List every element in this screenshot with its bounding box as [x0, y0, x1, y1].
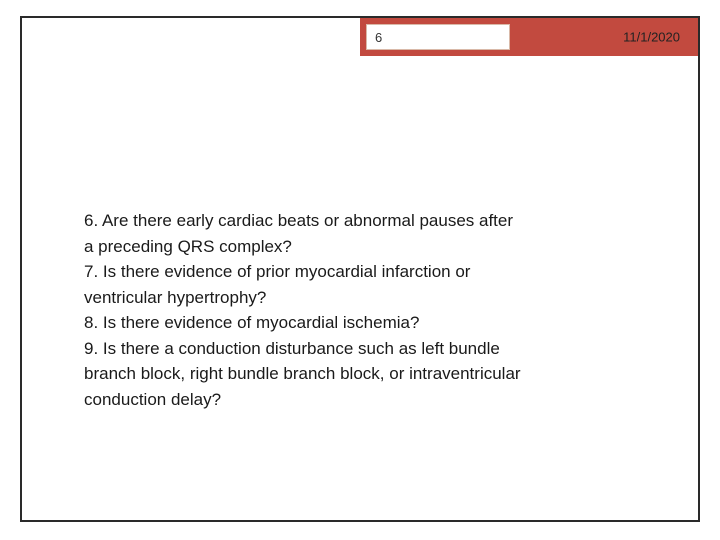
header-band: 6 11/1/2020: [360, 18, 698, 56]
body-line: 9. Is there a conduction disturbance suc…: [84, 336, 636, 362]
page-number-box: 6: [366, 24, 510, 50]
body-line: 6. Are there early cardiac beats or abno…: [84, 208, 636, 234]
body-line: branch block, right bundle branch block,…: [84, 361, 636, 387]
page-number: 6: [375, 30, 382, 45]
body-line: 7. Is there evidence of prior myocardial…: [84, 259, 636, 285]
body-line: 8. Is there evidence of myocardial ische…: [84, 310, 636, 336]
body-line: conduction delay?: [84, 387, 636, 413]
body-line: ventricular hypertrophy?: [84, 285, 636, 311]
slide-date: 11/1/2020: [623, 30, 680, 45]
slide-body: 6. Are there early cardiac beats or abno…: [84, 208, 636, 412]
body-line: a preceding QRS complex?: [84, 234, 636, 260]
